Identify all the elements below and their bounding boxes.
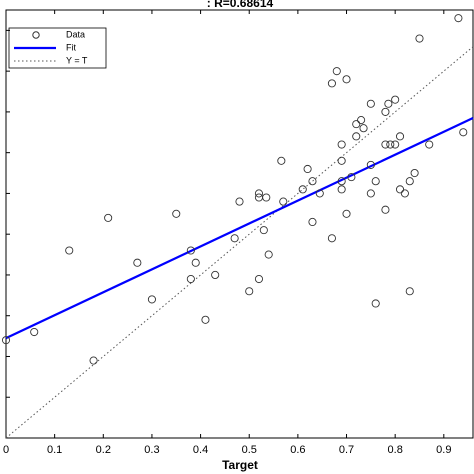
data-point [400, 189, 409, 198]
data-point [332, 67, 341, 76]
data-point [384, 99, 393, 108]
data-point [30, 327, 39, 337]
x-tick-label: 0.7 [339, 444, 354, 456]
data-point [366, 99, 375, 108]
fit-line [5, 117, 474, 340]
data-point [262, 193, 271, 202]
data-point [415, 34, 424, 43]
data-point [259, 226, 268, 235]
legend-marker [32, 31, 40, 39]
x-tick-label: 0 [3, 444, 9, 456]
data-point [342, 209, 351, 218]
data-point [315, 189, 324, 198]
data-point [191, 258, 200, 267]
data-point [359, 124, 368, 133]
x-tick-label: 0.9 [436, 444, 451, 456]
data-point [347, 173, 356, 182]
data-point [459, 128, 468, 137]
x-tick-label: 0.2 [96, 444, 111, 456]
chart-title: : R=0.68614 [207, 0, 274, 10]
data-point [410, 168, 419, 178]
data-point [381, 107, 390, 116]
legend: Data Fit Y = T [8, 27, 107, 69]
data-point [254, 189, 264, 198]
data-point [235, 197, 244, 206]
data-point [298, 185, 307, 194]
data-point [211, 270, 220, 280]
data-point [352, 132, 361, 141]
x-tick-label: 0.6 [290, 444, 305, 456]
data-point [308, 217, 317, 227]
data-point [327, 79, 336, 88]
identity-line [5, 46, 474, 439]
data-point [186, 274, 195, 284]
data-point [147, 295, 156, 304]
data-point [1, 336, 11, 345]
data-point [352, 120, 361, 129]
data-point [454, 14, 463, 23]
data-point [381, 205, 390, 214]
data-point [172, 209, 181, 218]
data-point [337, 156, 346, 165]
data-point [303, 164, 312, 174]
plot-frame [5, 9, 474, 439]
x-tick-label: 0.3 [144, 444, 159, 456]
data-point [371, 177, 380, 186]
data-point [391, 140, 400, 149]
data-point [201, 315, 210, 324]
legend-label: Data [66, 29, 85, 39]
data-point [337, 177, 346, 186]
data-point [405, 287, 414, 296]
data-point [337, 140, 346, 149]
data-point [277, 156, 286, 165]
x-tick-label: 0.8 [388, 444, 403, 456]
data-point [371, 299, 380, 308]
data-point [133, 258, 142, 267]
data-point [264, 250, 273, 259]
data-point [254, 274, 264, 284]
data-point [381, 140, 390, 149]
data-point [391, 95, 400, 104]
data-point [245, 287, 254, 296]
data-point [337, 185, 346, 194]
x-axis-label: Target [222, 458, 258, 472]
x-tick-label: 0.1 [47, 444, 62, 456]
data-point [308, 177, 317, 186]
legend-label: Fit [66, 42, 76, 52]
data-point [65, 246, 74, 255]
data-point [366, 160, 375, 169]
legend-label: Y = T [66, 55, 88, 65]
data-point [395, 185, 405, 194]
data-point [366, 189, 375, 198]
data-point [342, 75, 351, 84]
data-point [386, 140, 395, 149]
data-point [230, 234, 239, 243]
data-point [279, 197, 288, 206]
data-point [425, 140, 434, 149]
x-tick-label: 0.5 [242, 444, 257, 456]
data-point [186, 246, 195, 255]
data-point [357, 116, 366, 125]
data-point [395, 132, 405, 141]
data-point [327, 234, 336, 243]
data-point [104, 213, 113, 222]
x-tick-label: 0.4 [193, 444, 208, 456]
data-point [89, 356, 98, 365]
data-point [405, 177, 414, 186]
